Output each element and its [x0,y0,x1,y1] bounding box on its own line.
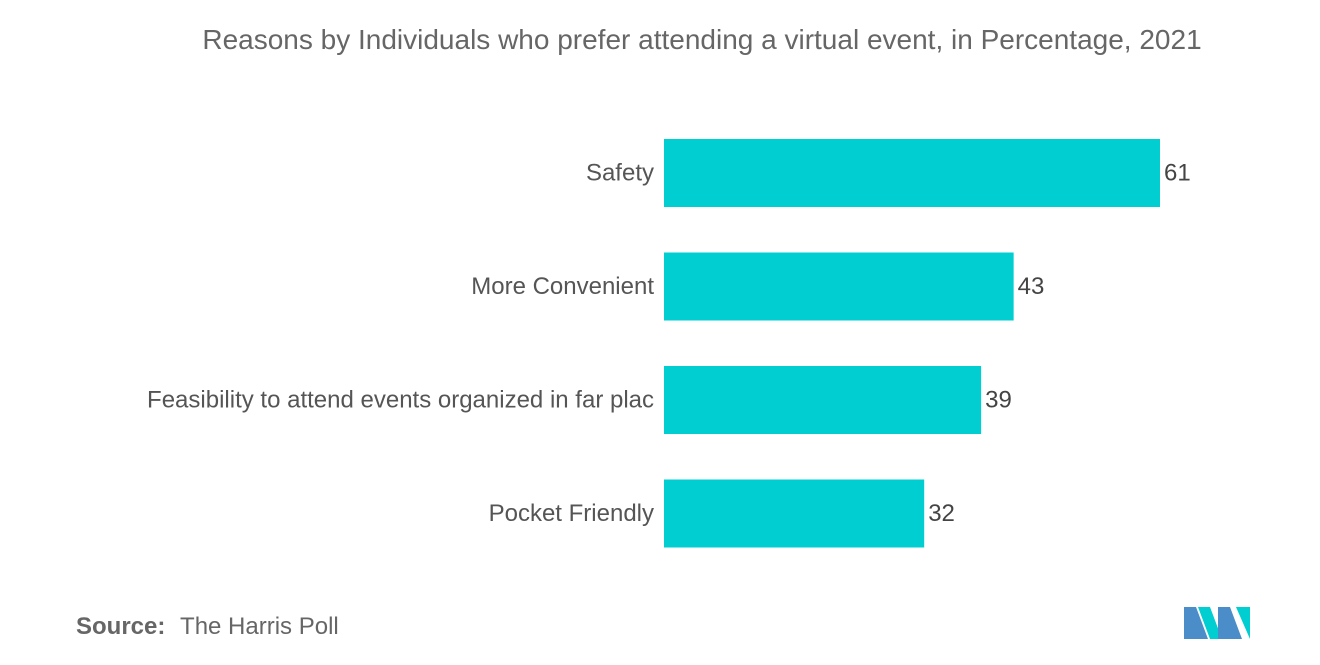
category-label: More Convenient [471,273,654,300]
source-line: Source: The Harris Poll [76,613,339,641]
value-label: 61 [1164,160,1191,187]
brand-logo-icon [1184,607,1250,639]
bar-2 [664,366,982,434]
value-label: 39 [985,387,1012,414]
bar-1 [664,252,1014,321]
category-label: Pocket Friendly [489,500,654,527]
chart-title: Reasons by Individuals who prefer attend… [202,24,1202,55]
value-label: 32 [928,500,955,527]
source-value: The Harris Poll [180,613,339,640]
value-label: 43 [1018,273,1045,300]
source-label: Source: [76,613,166,640]
category-label: Feasibility to attend events organized i… [147,387,654,414]
bar-3 [664,479,925,548]
category-label: Safety [586,160,654,187]
bar-0 [664,139,1160,207]
